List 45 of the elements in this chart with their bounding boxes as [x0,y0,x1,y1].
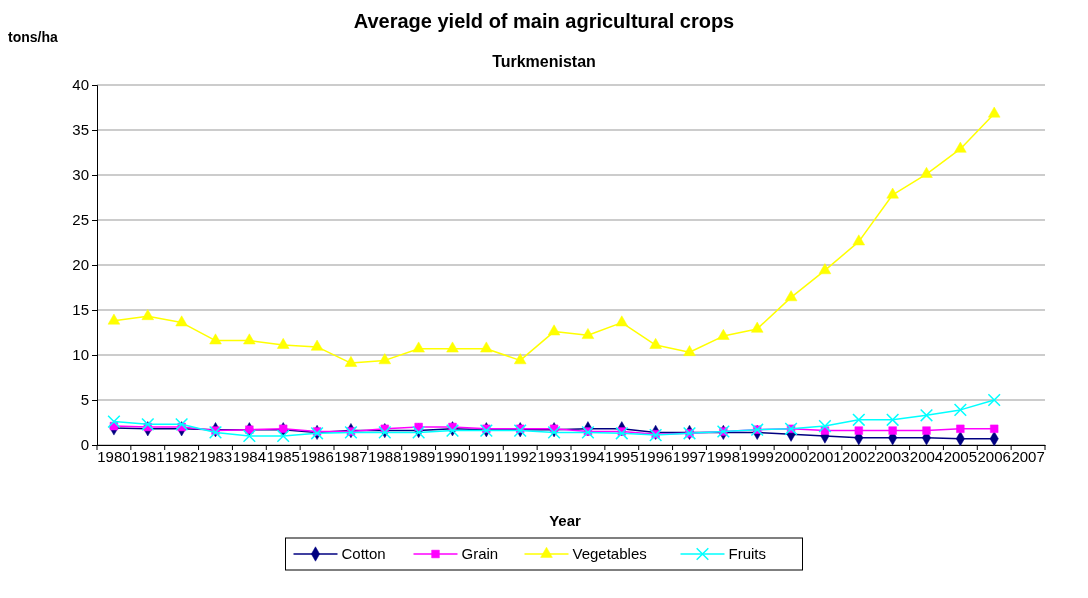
x-tick-label: 2003 [875,447,910,465]
x-tick-label: 1981 [131,447,165,465]
y-tick-label: 0 [80,436,89,454]
x-tick-label: 1986 [300,447,334,465]
x-tick-label: 1980 [97,447,131,465]
x-tick-label: 1991 [469,447,504,465]
y-axis-title: tons/ha [8,29,58,45]
x-tick-label: 1983 [198,447,233,465]
x-tick-label: 2000 [774,447,808,465]
x-tick-label: 2001 [808,447,842,465]
chart-title: Average yield of main agricultural crops [353,10,735,32]
y-tick-label: 40 [72,76,89,94]
legend-label: Cotton [341,545,386,562]
x-tick-label: 1988 [368,447,402,465]
x-tick-label: 1984 [232,447,267,465]
x-tick-label: 2006 [977,447,1011,465]
x-tick-label: 2007 [1011,447,1045,465]
y-tick-label: 5 [80,391,89,409]
y-tick-label: 25 [72,211,89,229]
x-tick-label: 1992 [503,447,537,465]
x-axis-title: Year [549,512,582,529]
y-tick-label: 15 [72,301,89,319]
x-tick-label: 1996 [638,447,673,465]
x-tick-label: 1990 [435,447,470,465]
x-tick-label: 1997 [672,447,707,465]
x-tick-label: 2002 [842,447,876,465]
x-tick-label: 1982 [164,447,199,465]
x-tick-label: 1987 [334,447,368,465]
x-tick-label: 1995 [605,447,639,465]
y-tick-label: 35 [72,121,89,139]
x-tick-label: 2004 [909,447,944,465]
legend-label: Fruits [728,545,766,562]
x-tick-label: 1985 [266,447,300,465]
legend-label: Grain [461,545,499,562]
y-tick-label: 20 [72,256,89,274]
legend-label: Vegetables [572,545,647,562]
y-tick-label: 30 [72,166,89,184]
chart-subtitle: Turkmenistan [492,53,596,70]
y-tick-label: 10 [72,346,89,364]
x-tick-label: 2005 [943,447,978,465]
x-tick-label: 1993 [537,447,571,465]
x-tick-label: 1994 [571,447,605,465]
x-tick-label: 1989 [401,447,436,465]
x-tick-label: 1999 [740,447,774,465]
x-tick-label: 1998 [706,447,741,465]
